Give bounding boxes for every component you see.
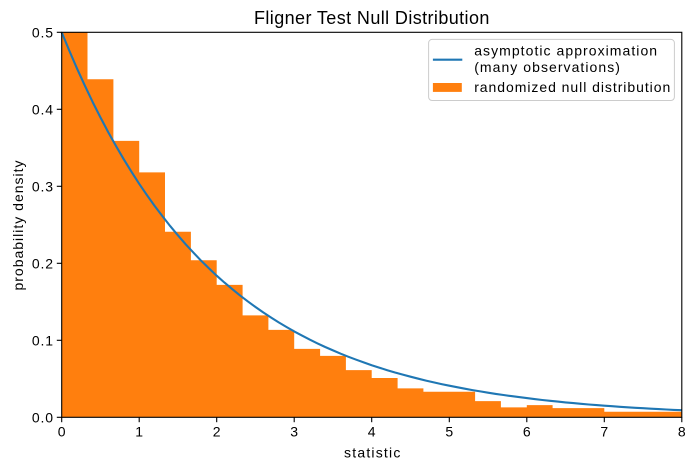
svg-text:3: 3 xyxy=(290,424,298,440)
svg-text:4: 4 xyxy=(368,424,376,440)
svg-text:0.4: 0.4 xyxy=(32,101,54,117)
svg-text:statistic: statistic xyxy=(344,445,401,461)
svg-text:randomized null distribution: randomized null distribution xyxy=(474,79,671,95)
svg-text:7: 7 xyxy=(600,424,608,440)
svg-text:0: 0 xyxy=(58,424,66,440)
svg-text:5: 5 xyxy=(445,424,453,440)
svg-text:0.2: 0.2 xyxy=(32,255,54,271)
svg-text:(many observations): (many observations) xyxy=(474,59,621,75)
svg-text:1: 1 xyxy=(135,424,143,440)
svg-text:Fligner Test Null Distribution: Fligner Test Null Distribution xyxy=(254,8,490,28)
svg-text:0.1: 0.1 xyxy=(32,332,54,348)
svg-text:asymptotic approximation: asymptotic approximation xyxy=(474,43,658,59)
svg-text:8: 8 xyxy=(678,424,686,440)
svg-text:0.5: 0.5 xyxy=(32,24,54,40)
svg-text:0.3: 0.3 xyxy=(32,178,54,194)
svg-text:0.0: 0.0 xyxy=(32,409,54,425)
svg-text:6: 6 xyxy=(523,424,531,440)
svg-text:2: 2 xyxy=(213,424,221,440)
svg-text:probability density: probability density xyxy=(10,159,26,290)
